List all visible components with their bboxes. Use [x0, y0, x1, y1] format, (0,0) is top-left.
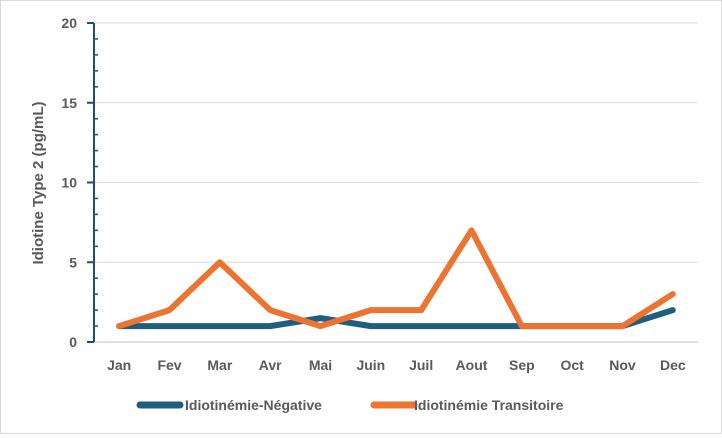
- data-point: [370, 325, 372, 327]
- y-tick-label: 20: [61, 15, 77, 31]
- y-axis-title: Idiotine Type 2 (pg/mL): [30, 101, 47, 264]
- x-tick-label: Aout: [456, 357, 488, 373]
- tick-labels: 0 5 10 15 20 Jan Fev Mar Avr Mai Juin Juil Aout Sep Oc…: [61, 15, 685, 373]
- data-point: [370, 309, 372, 311]
- y-tick-label: 5: [69, 254, 77, 270]
- data-point: [219, 325, 221, 327]
- legend-label-1: Idiotinémie Transitoire: [414, 397, 564, 413]
- data-point: [571, 325, 573, 327]
- x-tick-label: Mar: [207, 357, 232, 373]
- x-tick-label: Nov: [609, 357, 636, 373]
- y-tick-label: 0: [69, 334, 77, 350]
- data-point: [169, 309, 170, 311]
- data-point: [269, 325, 271, 327]
- x-tick-label: Juin: [356, 357, 385, 373]
- data-point: [169, 325, 170, 327]
- x-tick-label: Jan: [107, 357, 131, 373]
- data-point: [521, 325, 523, 327]
- data-point: [219, 261, 221, 263]
- series-lines: [116, 227, 676, 330]
- data-point: [672, 293, 674, 295]
- y-tick-label: 10: [61, 175, 77, 191]
- x-tick-label: Sep: [509, 357, 535, 373]
- x-tick-label: Fev: [157, 357, 181, 373]
- x-tick-label: Mai: [309, 357, 332, 373]
- gridlines: [94, 22, 698, 263]
- x-tick-label: Dec: [660, 357, 686, 373]
- y-tick-label: 15: [61, 95, 77, 111]
- data-point: [320, 325, 321, 327]
- series-line-1: [116, 227, 676, 330]
- data-point: [471, 325, 472, 327]
- axes: [87, 22, 698, 343]
- data-point: [622, 325, 623, 327]
- x-tick-label: Avr: [259, 357, 282, 373]
- data-point: [118, 325, 120, 327]
- data-point: [420, 325, 422, 327]
- data-point: [471, 229, 472, 231]
- x-tick-label: Oct: [560, 357, 584, 373]
- data-point: [320, 317, 321, 319]
- legend-label-0: Idiotinémie-Négative: [185, 397, 322, 413]
- legend: Idiotinémie-Négative Idiotinémie Transito…: [136, 397, 564, 413]
- data-point: [672, 309, 674, 311]
- x-tick-label: Juil: [409, 357, 433, 373]
- data-point: [420, 309, 422, 311]
- data-point: [269, 309, 271, 311]
